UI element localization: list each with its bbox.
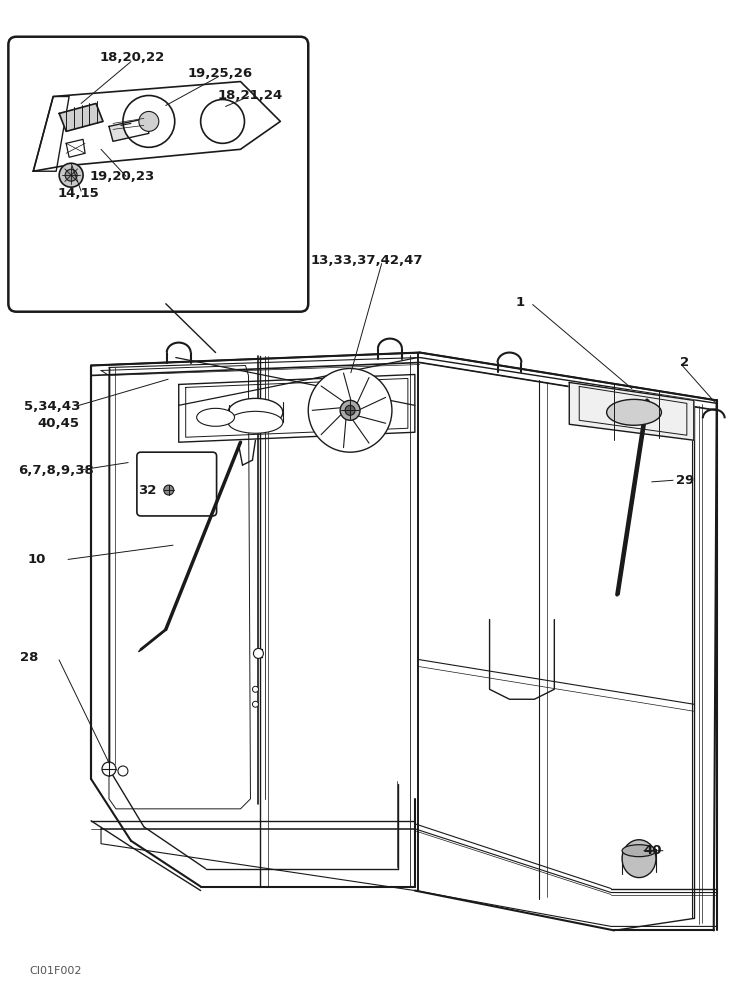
Ellipse shape	[622, 845, 656, 857]
Circle shape	[254, 648, 263, 658]
Text: 40: 40	[644, 844, 662, 857]
Polygon shape	[569, 382, 694, 440]
Circle shape	[345, 405, 355, 415]
Circle shape	[340, 400, 360, 420]
Text: 40,45: 40,45	[37, 417, 79, 430]
Text: 18,21,24: 18,21,24	[218, 89, 283, 102]
Polygon shape	[59, 103, 103, 131]
Text: 32: 32	[138, 484, 156, 497]
Text: 29: 29	[675, 474, 694, 487]
Ellipse shape	[197, 408, 235, 426]
Polygon shape	[109, 118, 149, 141]
Circle shape	[253, 686, 258, 692]
Circle shape	[102, 762, 116, 776]
Text: 14,15: 14,15	[58, 187, 99, 200]
Text: 18,20,22: 18,20,22	[99, 51, 165, 64]
Text: 19,25,26: 19,25,26	[188, 67, 253, 80]
Circle shape	[118, 766, 128, 776]
Circle shape	[308, 368, 392, 452]
Text: 10: 10	[28, 553, 46, 566]
Text: CI01F002: CI01F002	[30, 966, 82, 976]
Circle shape	[123, 96, 175, 147]
Circle shape	[200, 99, 245, 143]
Ellipse shape	[607, 399, 661, 425]
Ellipse shape	[228, 398, 283, 426]
Text: 13,33,37,42,47: 13,33,37,42,47	[310, 254, 423, 267]
Text: 6,7,8,9,38: 6,7,8,9,38	[18, 464, 94, 477]
Text: 19,20,23: 19,20,23	[89, 170, 155, 183]
Ellipse shape	[228, 411, 283, 433]
Circle shape	[253, 701, 258, 707]
Circle shape	[139, 111, 159, 131]
Text: 1: 1	[515, 296, 524, 309]
Circle shape	[65, 169, 77, 181]
FancyBboxPatch shape	[8, 37, 308, 312]
Ellipse shape	[622, 840, 656, 878]
Text: 28: 28	[20, 651, 38, 664]
Circle shape	[164, 485, 174, 495]
Text: 5,34,43: 5,34,43	[24, 400, 80, 413]
Circle shape	[59, 163, 83, 187]
FancyBboxPatch shape	[137, 452, 217, 516]
Text: 2: 2	[679, 356, 689, 369]
